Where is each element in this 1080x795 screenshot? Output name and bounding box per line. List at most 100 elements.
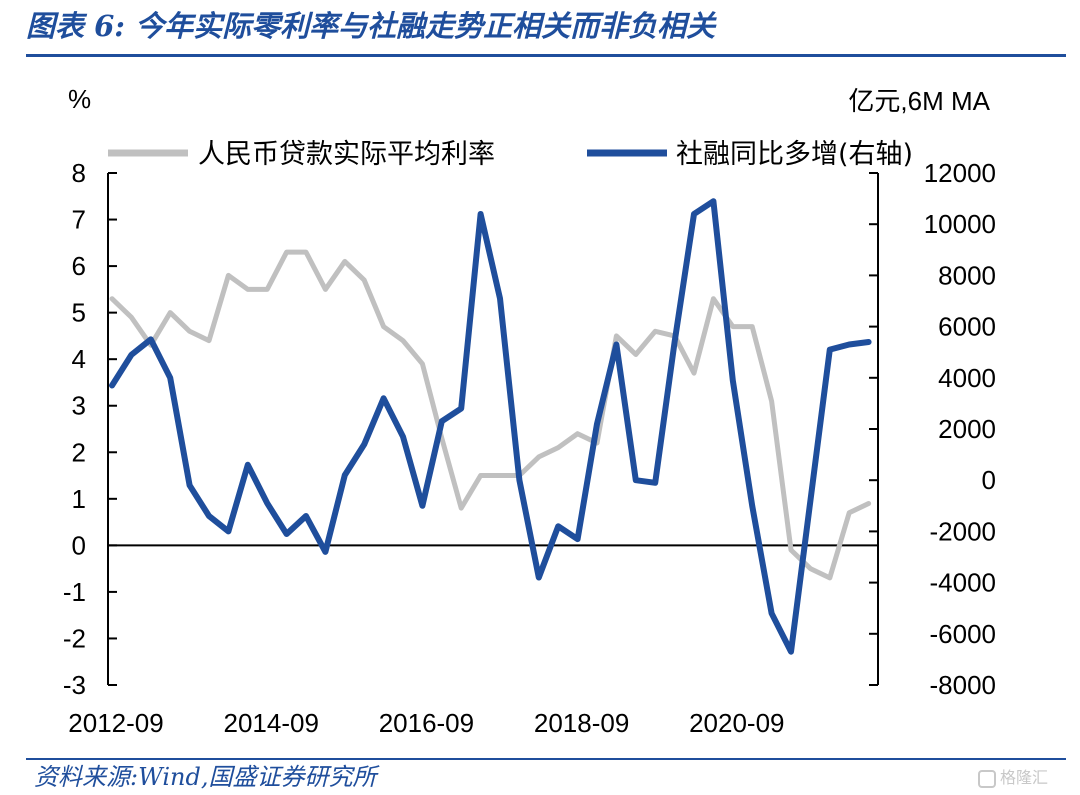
right-axis-tick-label: 6000 (938, 312, 996, 342)
left-axis-tick-label: 3 (72, 391, 86, 421)
data-point-real-rate (770, 399, 773, 403)
data-point-tsf (343, 473, 346, 477)
data-point-real-rate (867, 502, 870, 505)
data-point-tsf (324, 550, 327, 554)
legend-label-tsf: 社融同比多增(右轴) (676, 139, 913, 170)
data-point-real-rate (654, 330, 657, 333)
data-point-tsf (751, 504, 754, 507)
right-axis-tick-label: -4000 (930, 568, 997, 598)
data-point-real-rate (828, 576, 831, 580)
data-point-tsf (615, 343, 618, 346)
left-axis-tick-label: -3 (63, 670, 86, 700)
watermark-text: 格隆汇 (1000, 768, 1049, 787)
data-point-tsf (440, 420, 443, 423)
right-axis-tick-label: 4000 (938, 363, 996, 393)
left-axis-tick-label: 7 (72, 205, 86, 235)
data-point-tsf (266, 502, 269, 505)
footer-rule (26, 758, 1066, 760)
data-point-real-rate (479, 474, 482, 477)
right-axis-tick-label: 2000 (938, 414, 996, 444)
data-point-tsf (634, 479, 637, 482)
data-point-tsf (188, 484, 191, 487)
data-point-real-rate (440, 437, 443, 440)
data-point-tsf (460, 407, 463, 410)
left-axis-tick-label: -2 (63, 623, 86, 653)
data-point-real-rate (537, 455, 540, 459)
data-point-tsf (110, 384, 114, 387)
data-point-tsf (227, 530, 230, 533)
right-axis-unit: 亿元,6M MA (848, 86, 990, 116)
series-line-tsf (109, 198, 872, 655)
left-axis-tick-label: 5 (72, 298, 86, 328)
data-point-tsf (130, 353, 133, 356)
data-point-real-rate (848, 511, 851, 514)
x-axis-tick-label: 2020-09 (689, 708, 784, 738)
data-point-real-rate (692, 371, 696, 375)
data-point-tsf (304, 514, 308, 518)
left-axis-tick-label: 2 (72, 437, 86, 467)
data-point-tsf (149, 338, 152, 341)
data-point-real-rate (246, 288, 249, 291)
data-point-real-rate (110, 297, 114, 300)
data-point-tsf (382, 397, 385, 400)
figure-title: 图表 6: 今年实际零利率与社融走势正相关而非负相关 (26, 9, 716, 43)
left-axis-unit: % (68, 84, 91, 114)
data-point-real-rate (227, 274, 230, 277)
data-point-tsf (537, 576, 540, 579)
data-point-real-rate (169, 311, 172, 314)
watermark-logo-icon (978, 769, 996, 788)
ticks-layer: -3 -2 -1 0 1 2 3 4 5 6 7 8 -8000 -6000 -4000 -2000 0 2000… (63, 158, 996, 738)
data-point-real-rate (130, 316, 133, 319)
data-point-real-rate (421, 362, 424, 365)
legend-label-real-rate: 人民币贷款实际平均利率 (198, 139, 495, 170)
data-point-tsf (731, 379, 734, 382)
x-axis-tick-label: 2018-09 (534, 708, 629, 738)
data-point-tsf (285, 532, 288, 536)
x-axis-tick-label: 2012-09 (68, 708, 163, 738)
x-axis-tick-label: 2016-09 (379, 708, 474, 738)
data-point-real-rate (324, 288, 327, 291)
data-point-real-rate (557, 446, 560, 449)
data-point-real-rate (731, 325, 734, 328)
series-layer (109, 198, 872, 655)
right-axis-tick-label: 10000 (924, 209, 996, 239)
right-axis-tick-label: -6000 (930, 619, 997, 649)
left-axis-tick-label: 0 (72, 530, 86, 560)
series-line-real-rate (109, 249, 872, 581)
data-point-real-rate (460, 506, 463, 510)
data-point-real-rate (615, 334, 618, 338)
right-axis-tick-label: 12000 (924, 158, 996, 188)
data-point-tsf (867, 340, 870, 344)
left-axis-tick-label: -1 (63, 577, 86, 607)
watermark: 格隆汇 (978, 765, 1048, 791)
data-point-tsf (848, 343, 851, 346)
data-point-real-rate (207, 339, 211, 342)
data-point-tsf (595, 422, 599, 426)
left-axis-tick-label: 4 (72, 344, 86, 374)
data-point-tsf (828, 348, 831, 351)
data-point-tsf (712, 200, 715, 203)
right-axis-tick-label: 0 (982, 465, 996, 495)
data-point-tsf (673, 340, 676, 344)
left-axis-tick-label: 6 (72, 251, 86, 281)
data-point-real-rate (188, 330, 191, 333)
data-point-tsf (207, 514, 211, 518)
data-point-tsf (479, 212, 482, 216)
data-point-tsf (246, 463, 249, 466)
left-axis-tick-label: 1 (72, 484, 86, 514)
data-point-real-rate (363, 278, 366, 282)
data-point-tsf (576, 537, 579, 541)
data-point-real-rate (304, 250, 308, 254)
right-axis-tick-label: -2000 (930, 516, 997, 546)
data-point-tsf (401, 435, 405, 438)
data-point-real-rate (634, 353, 637, 356)
right-axis-tick-label: -8000 (930, 670, 997, 700)
data-point-real-rate (712, 297, 715, 300)
data-point-tsf (421, 504, 424, 507)
data-point-real-rate (382, 325, 385, 328)
data-point-real-rate (285, 250, 288, 254)
data-point-real-rate (343, 260, 346, 263)
title-rule (26, 54, 1066, 57)
